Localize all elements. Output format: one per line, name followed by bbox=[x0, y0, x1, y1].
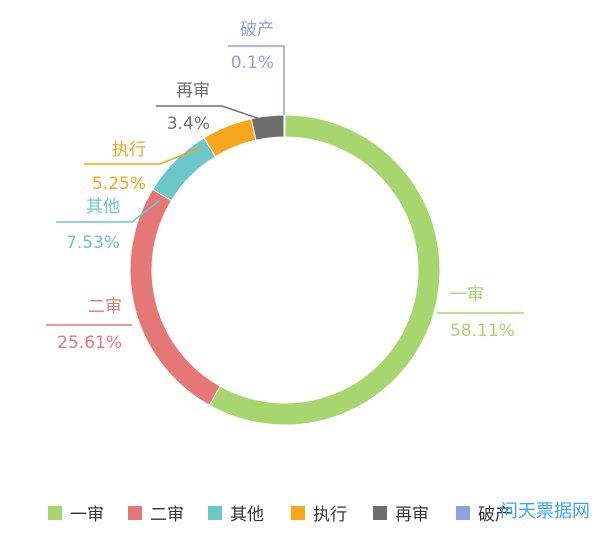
slice-percent-3: 5.25% bbox=[92, 174, 146, 194]
legend-item-4[interactable]: 再审 bbox=[373, 505, 429, 525]
slice-percent-2: 7.53% bbox=[66, 233, 120, 253]
legend-item-0[interactable]: 一审 bbox=[48, 505, 104, 525]
legend-swatch-2 bbox=[208, 506, 222, 520]
legend-item-3[interactable]: 执行 bbox=[291, 505, 347, 525]
slice-percent-0: 58.11% bbox=[450, 321, 515, 341]
legend-swatch-5 bbox=[456, 506, 470, 520]
legend-label-0: 一审 bbox=[70, 505, 104, 525]
legend-label-1: 二审 bbox=[150, 505, 184, 525]
legend-label-2: 其他 bbox=[230, 505, 264, 525]
legend-swatch-3 bbox=[291, 506, 305, 520]
legend-item-2[interactable]: 其他 bbox=[208, 505, 264, 525]
slice-percent-1: 25.61% bbox=[57, 333, 122, 353]
slice-label-3: 执行 bbox=[112, 140, 146, 160]
legend-item-5[interactable]: 破产 bbox=[456, 505, 512, 525]
donut-slice-5[interactable] bbox=[283, 114, 286, 138]
legend-swatch-4 bbox=[373, 506, 387, 520]
slice-percent-5: 0.1% bbox=[231, 53, 274, 73]
legend-swatch-0 bbox=[48, 506, 62, 520]
leader-line-4 bbox=[156, 105, 267, 122]
leader-line-3 bbox=[84, 147, 201, 165]
slice-label-0: 一审 bbox=[450, 285, 484, 305]
leader-line-2 bbox=[56, 199, 161, 223]
slice-label-2: 其他 bbox=[86, 197, 120, 217]
donut-slice-0[interactable] bbox=[208, 114, 441, 426]
slice-percent-4: 3.4% bbox=[167, 114, 210, 134]
donut-slice-2[interactable] bbox=[152, 137, 217, 202]
legend-label-5: 破产 bbox=[478, 505, 512, 525]
donut-slice-4[interactable] bbox=[250, 114, 285, 141]
leader-line-5 bbox=[228, 45, 285, 115]
donut-slice-3[interactable] bbox=[203, 118, 257, 158]
donut-slice-1[interactable] bbox=[129, 188, 221, 406]
legend-label-4: 再审 bbox=[395, 505, 429, 525]
legend-item-1[interactable]: 二审 bbox=[128, 505, 184, 525]
legend-label-3: 执行 bbox=[313, 505, 347, 525]
slice-label-1: 二审 bbox=[88, 297, 122, 317]
legend-swatch-1 bbox=[128, 506, 142, 520]
slice-label-5: 破产 bbox=[240, 20, 274, 40]
watermark-text: 问天票据网 bbox=[500, 501, 590, 522]
slice-label-4: 再审 bbox=[176, 81, 210, 101]
